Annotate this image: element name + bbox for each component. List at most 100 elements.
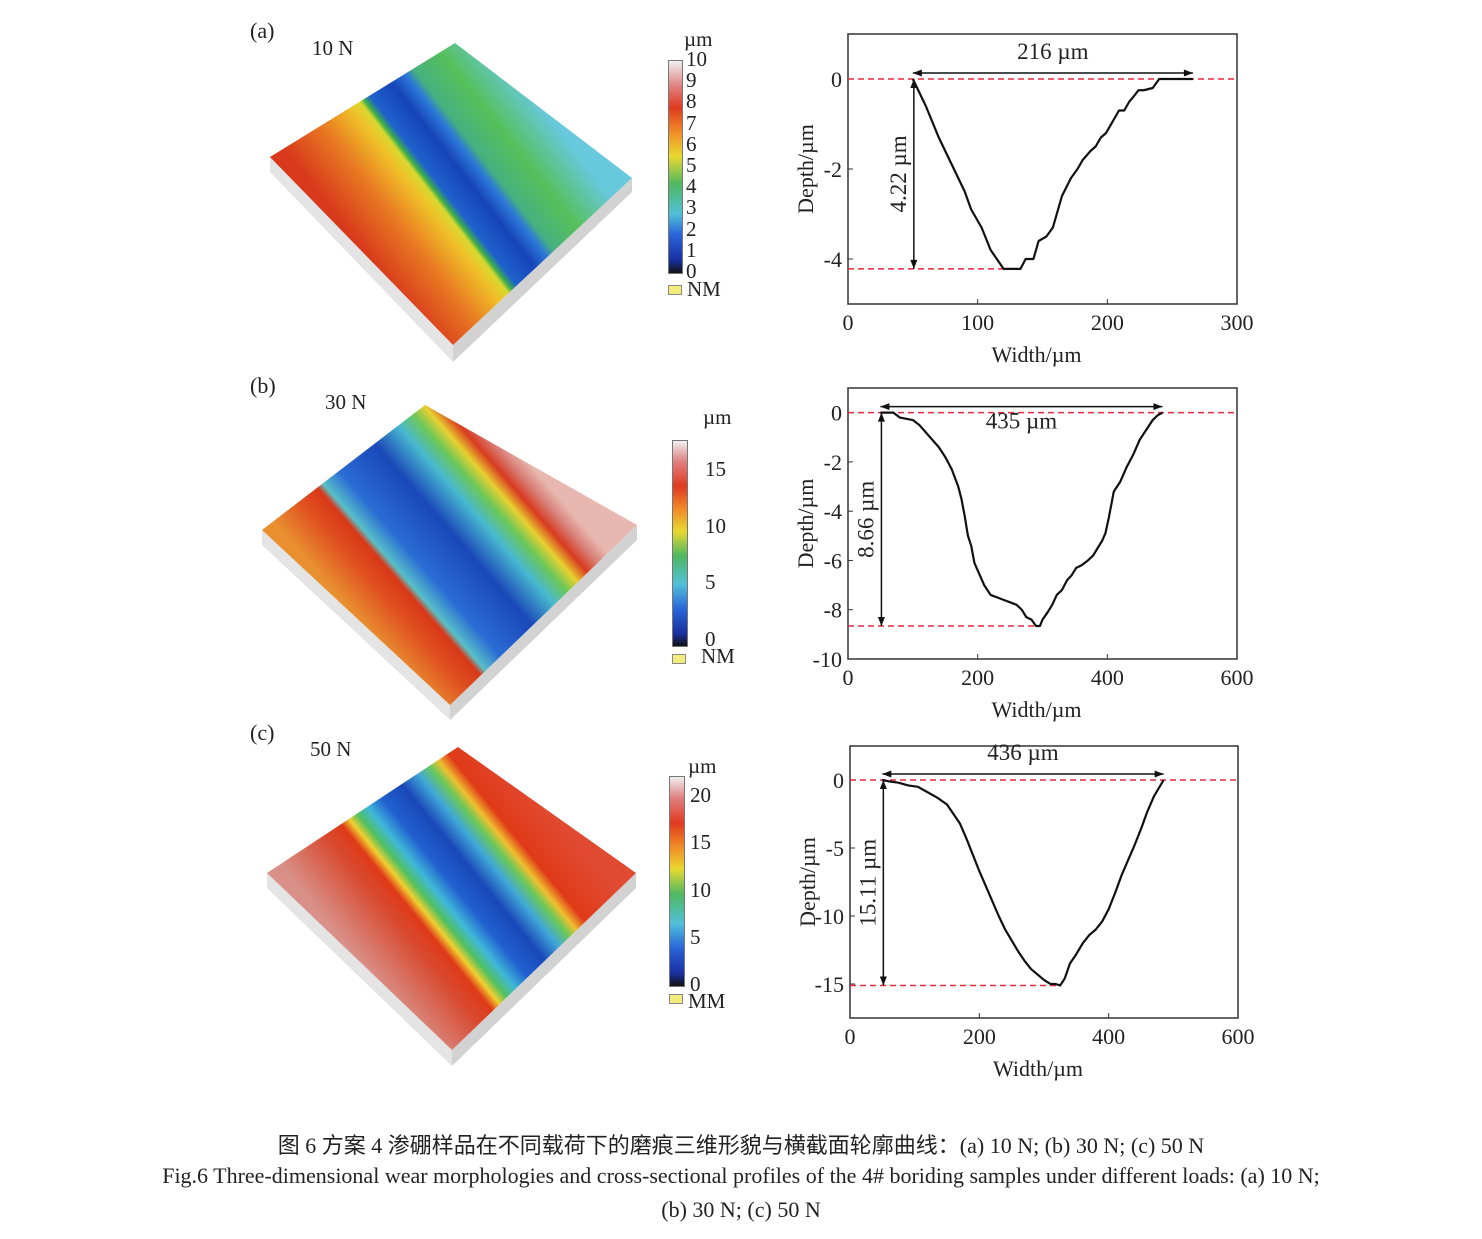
width-label: 436 µm [987, 740, 1059, 765]
profile-charts: 0 100 200 300 0 -2 -4 Width/µm Depth/µm 216 µm 4.2… [793, 33, 1255, 1081]
colorbar-unit: µm [684, 27, 713, 51]
panel-label-b: (b) [250, 373, 276, 398]
load-label-a: 10 N [312, 36, 354, 60]
surface-maps [262, 43, 637, 1066]
colorbar-tick-label: 0 [705, 627, 716, 651]
x-tick-label: 200 [1091, 310, 1124, 335]
y-axis-label: Depth/µm [793, 124, 818, 214]
colorbar-tick-label: 9 [686, 68, 697, 93]
panel-label-a: (a) [250, 18, 275, 43]
depth-label: 8.66 µm [853, 481, 878, 558]
x-axis-label: Width/µm [991, 342, 1081, 367]
plot-frame [849, 745, 1239, 1019]
colorbar-tick-label: 15 [705, 457, 726, 481]
x-tick-label: 0 [843, 665, 854, 690]
x-tick-label: 0 [845, 1024, 856, 1049]
y-tick-label: -2 [824, 450, 842, 475]
caption-zh: 图 6 方案 4 渗硼样品在不同载荷下的磨痕三维形貌与横截面轮廓曲线：(a) 1… [277, 1133, 1205, 1158]
x-tick-label: 200 [963, 1024, 996, 1049]
colorbar-tick-label: 10 [705, 513, 726, 538]
colorbar-unit: µm [703, 405, 732, 429]
arrow-head [912, 69, 922, 77]
x-tick-label: 200 [961, 665, 994, 690]
y-tick-label: -15 [815, 972, 844, 997]
x-tick-label: 600 [1222, 1024, 1255, 1049]
legend-label: NM [687, 277, 721, 301]
x-tick-label: 400 [1092, 1024, 1125, 1049]
colorbar-tick-label: 8 [686, 89, 697, 114]
x-tick-label: 600 [1221, 665, 1254, 690]
depth-label: 15.11 µm [855, 839, 880, 927]
y-axis-label: Depth/µm [793, 479, 818, 569]
colorbar-tick-label: 2 [686, 216, 697, 241]
legend-swatch [668, 285, 682, 295]
y-tick-label: 0 [831, 401, 842, 426]
surface-map-a [270, 43, 632, 362]
legend-swatch [672, 654, 686, 664]
y-tick-label: -8 [824, 598, 842, 623]
plot-frame [847, 387, 1238, 660]
colorbar-tick-label: 5 [690, 924, 701, 949]
x-axis-label: Width/µm [991, 697, 1081, 722]
x-tick-label: 400 [1091, 665, 1124, 690]
y-tick-label: -4 [824, 247, 842, 272]
profile-chart-a: 0 100 200 300 0 -2 -4 Width/µm Depth/µm 216 µm 4.2… [793, 33, 1254, 367]
colorbar-gradient [669, 776, 685, 987]
arrow-head [1153, 403, 1163, 411]
y-tick-label: -10 [815, 904, 844, 929]
y-axis-label: Depth/µm [795, 837, 820, 927]
y-tick-label: 0 [831, 67, 842, 92]
arrow-head [910, 79, 918, 88]
panel-label-c: (c) [250, 720, 275, 745]
legend-label: NM [701, 644, 735, 668]
colorbar-tick-label: 20 [690, 783, 711, 807]
colorbar-tick-label: 10 [690, 877, 711, 902]
colorbar-gradient [672, 440, 688, 647]
arrow-head [1154, 770, 1164, 778]
colorbar-tick-label: 0 [686, 259, 697, 283]
load-label-b: 30 N [325, 390, 367, 414]
arrow-head [879, 780, 887, 789]
legend-swatch [669, 994, 683, 1004]
arrow-head [877, 412, 885, 422]
caption-en-line2: (b) 30 N; (c) 50 N [661, 1197, 821, 1222]
arrow-head [880, 403, 890, 411]
arrow-head [1183, 69, 1193, 77]
depth-label: 4.22 µm [886, 135, 911, 212]
colorbar-tick-label: 15 [690, 830, 711, 855]
legend-label: MM [688, 989, 726, 1013]
surface-map-c [267, 747, 636, 1066]
colorbar-gradient [668, 60, 683, 274]
arrow-head [882, 770, 892, 778]
profile-line [911, 77, 1193, 270]
colorbar-tick-label: 0 [690, 972, 701, 996]
caption-en-line1: Fig.6 Three-dimensional wear morphologie… [162, 1163, 1320, 1188]
colorbar-tick-label: 5 [705, 570, 716, 595]
profile-line [882, 778, 1165, 987]
surface-map-b [262, 405, 637, 720]
load-label-c: 50 N [310, 737, 352, 761]
profile-chart-b: 0 200 400 600 0 -2 -4 -6 -8 -10 Width/µm Depth/µm 43… [793, 387, 1254, 722]
width-label: 216 µm [1017, 39, 1089, 64]
colorbar-tick-label: 4 [686, 174, 697, 199]
colorbar-unit: µm [688, 754, 717, 778]
arrow-head [879, 976, 887, 986]
profile-line [880, 411, 1163, 628]
y-tick-label: -6 [824, 548, 842, 573]
width-label: 435 µm [986, 409, 1058, 434]
colorbar-tick-label: 10 [686, 47, 707, 71]
x-tick-label: 100 [961, 310, 994, 335]
colorbar-tick-label: 7 [686, 110, 697, 135]
colorbar-tick-label: 3 [686, 195, 697, 220]
colorbar-tick-label: 6 [686, 131, 697, 156]
y-tick-label: -10 [813, 647, 842, 672]
colorbar-tick-label: 5 [686, 153, 697, 177]
profile-chart-c: 0 200 400 600 0 -5 -10 -15 Width/µm Depth/µm 436 µ… [795, 740, 1255, 1081]
x-tick-label: 0 [843, 310, 854, 335]
x-tick-label: 300 [1221, 310, 1254, 335]
arrow-head [877, 616, 885, 626]
y-tick-label: 0 [833, 768, 844, 793]
y-tick-label: -2 [824, 157, 842, 182]
colorbar-tick-label: 1 [686, 237, 697, 262]
x-axis-label: Width/µm [993, 1056, 1083, 1081]
